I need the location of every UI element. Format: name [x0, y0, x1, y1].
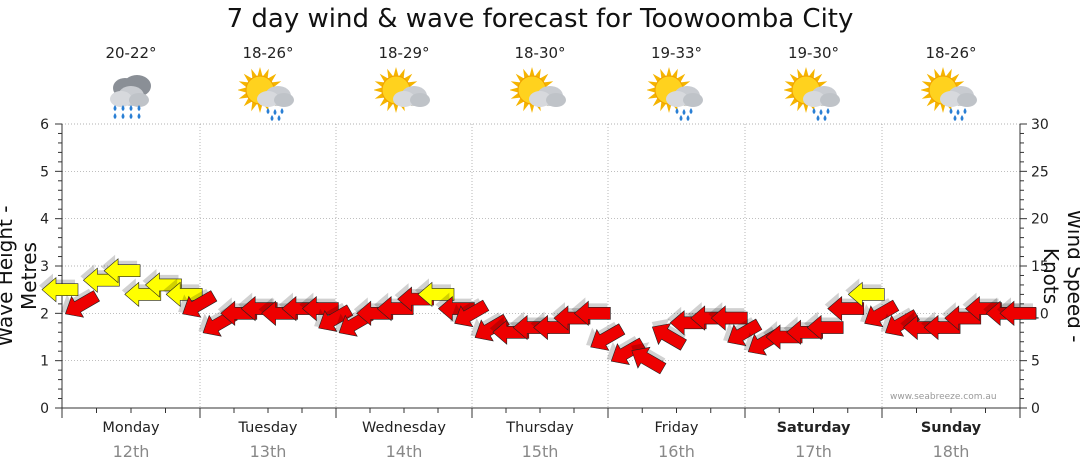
day-date: 16th: [658, 442, 695, 461]
day-name: Saturday: [776, 420, 851, 436]
wind-arrow: [997, 297, 1037, 326]
wind-arrow: [39, 273, 79, 303]
sun-cloud-rain-icon: [646, 67, 703, 121]
wind-arrow: [178, 288, 218, 318]
wind-arrow: [101, 254, 141, 284]
wind-arrow: [551, 302, 591, 331]
wind-arrow: [631, 342, 667, 375]
wind-arrow: [163, 278, 203, 308]
wind-arrow: [824, 292, 865, 322]
wind-arrow: [60, 288, 100, 318]
rain-cloud-icon: [110, 75, 151, 119]
y-left-tick-label: 4: [40, 212, 49, 228]
y-left-tick-label: 2: [40, 306, 49, 322]
day-name: Tuesday: [238, 420, 298, 436]
wind-arrow: [723, 317, 763, 347]
day-date: 12th: [112, 442, 150, 461]
day-header: 18-29°: [336, 44, 472, 124]
wind-arrow: [415, 278, 455, 308]
wind-arrow: [299, 292, 339, 322]
day-header: 18-30°: [472, 44, 608, 124]
day-date: 18th: [932, 442, 970, 461]
day-label: Monday 12th: [63, 420, 199, 461]
day-header: 18-26°: [883, 44, 1019, 124]
wind-arrow: [860, 298, 900, 328]
y-axis-right-label: Wind Speed - Knots: [1039, 209, 1080, 343]
wind-arrow: [880, 307, 920, 337]
sun-cloud-icon: [510, 67, 566, 113]
y-right-tick-label: 0: [1031, 401, 1040, 417]
day-header: 19-30°: [746, 44, 882, 124]
day-date: 14th: [385, 442, 423, 461]
sun-cloud-icon: [374, 67, 430, 113]
day-date: 15th: [521, 442, 559, 461]
day-header: 19-33°: [609, 44, 745, 124]
y-right-tick-label: 25: [1031, 164, 1049, 180]
day-header: 20-22°: [63, 44, 199, 124]
wind-arrow: [651, 318, 687, 351]
day-label: Sunday 18th: [883, 420, 1019, 461]
day-label: Wednesday 14th: [336, 420, 472, 461]
sun-cloud-rain-icon: [238, 67, 294, 121]
credit-text: www.seabreeze.com.au: [890, 392, 997, 402]
y-left-tick-label: 0: [40, 401, 49, 417]
chart-title: 7 day wind & wave forecast for Toowoomba…: [226, 4, 854, 34]
wind-arrow: [708, 302, 748, 331]
y-left-tick-label: 1: [40, 354, 49, 370]
day-date: 17th: [795, 442, 832, 461]
temperature-range: 19-33°: [650, 44, 703, 62]
wind-arrow: [606, 336, 646, 366]
temperature-range: 20-22°: [105, 44, 157, 62]
day-date: 13th: [249, 442, 287, 461]
y-right-tick-label: 5: [1031, 354, 1040, 370]
wind-arrow: [845, 278, 885, 308]
day-label: Saturday 17th: [746, 420, 882, 461]
temperature-range: 18-30°: [514, 44, 566, 62]
temperature-range: 19-30°: [787, 44, 840, 62]
y-right-tick-label: 15: [1031, 259, 1049, 275]
y-right-tick-label: 30: [1031, 117, 1049, 133]
temperature-range: 18-26°: [925, 44, 977, 62]
temperature-range: 18-26°: [242, 44, 294, 62]
wind-arrow: [450, 298, 490, 328]
day-name: Monday: [102, 420, 160, 436]
day-name: Wednesday: [362, 420, 446, 436]
temperature-range: 18-29°: [378, 44, 430, 62]
day-name: Sunday: [920, 420, 982, 436]
sun-cloud-rain-icon: [921, 67, 977, 121]
day-label: Thursday 15th: [472, 420, 608, 461]
sun-cloud-rain-icon: [783, 67, 840, 121]
y-right-tick-label: 20: [1031, 212, 1049, 228]
y-left-tick-label: 5: [40, 164, 49, 180]
wind-arrow: [804, 311, 844, 341]
y-left-tick-label: 6: [40, 117, 49, 133]
day-label: Tuesday 13th: [200, 420, 336, 461]
wind-arrow: [571, 297, 611, 326]
wind-arrow: [586, 321, 626, 351]
day-name: Thursday: [506, 420, 574, 436]
day-name: Friday: [654, 420, 699, 436]
y-left-tick-label: 3: [40, 259, 49, 275]
wind-arrow: [687, 302, 728, 331]
wind-arrow: [314, 302, 354, 332]
wind-arrow: [470, 312, 510, 342]
day-label: Friday 16th: [609, 420, 745, 461]
day-header: 18-26°: [200, 44, 336, 124]
y-axis-left-label: Wave Height - Metres: [0, 206, 41, 347]
